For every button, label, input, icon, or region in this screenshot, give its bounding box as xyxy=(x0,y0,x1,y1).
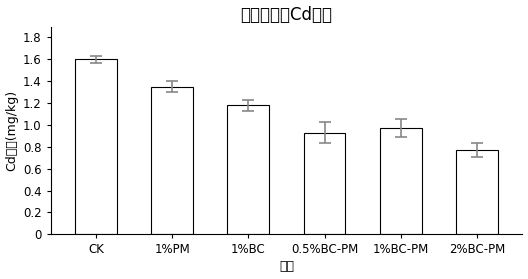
Title: 土壤有效态Cd含量: 土壤有效态Cd含量 xyxy=(240,6,333,23)
Y-axis label: Cd浓度(mg/kg): Cd浓度(mg/kg) xyxy=(6,90,18,171)
Bar xyxy=(380,128,421,234)
Bar xyxy=(228,105,269,234)
Bar xyxy=(304,133,345,234)
Bar xyxy=(152,87,193,234)
Bar xyxy=(456,150,498,234)
X-axis label: 处理: 处理 xyxy=(279,260,294,273)
Bar xyxy=(75,59,117,234)
